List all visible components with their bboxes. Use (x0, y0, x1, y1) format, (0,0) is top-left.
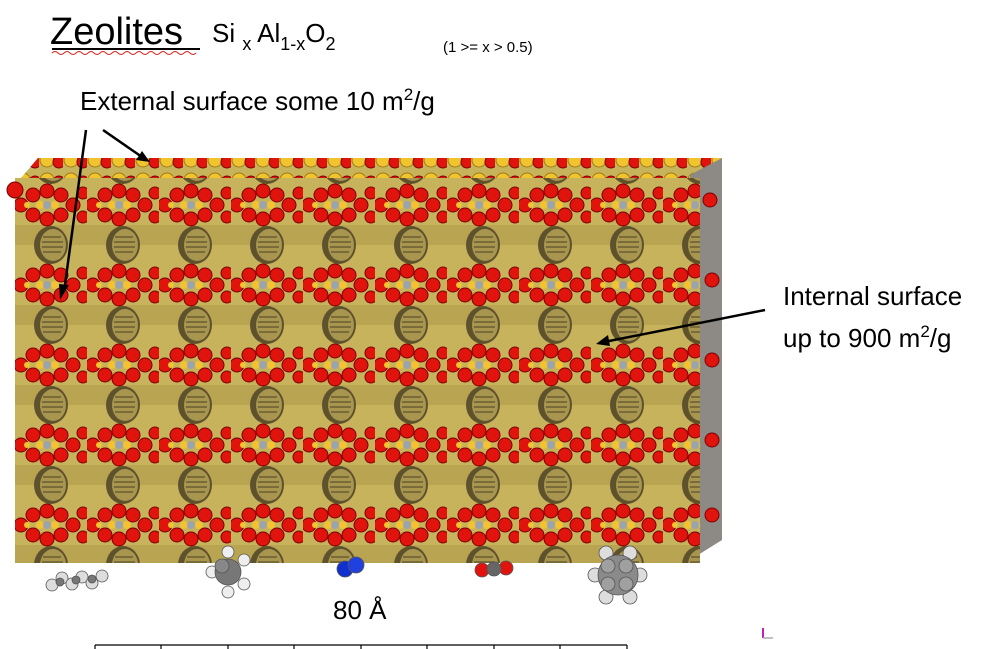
slide: Zeolites Si x Al1-xO2 (1 >= x > 0.5) Ext… (0, 0, 1005, 649)
formula-al-sub: 1-x (280, 34, 305, 54)
external-text: External surface some 10 m (80, 86, 404, 116)
page: {"title": "Zeolites", "formula": {"si": … (0, 0, 1005, 649)
internal-sup: 2 (920, 322, 929, 341)
condition: (1 >= x > 0.5) (443, 39, 533, 56)
internal-line2: up to 900 m2/g (783, 322, 951, 353)
external-label: External surface some 10 m2/g (80, 85, 435, 116)
external-unit: /g (413, 86, 435, 116)
internal-line1: Internal surface (783, 281, 962, 311)
external-sup: 2 (404, 85, 413, 104)
internal-text: up to 900 m (783, 323, 920, 353)
body: Zeolites Si x Al1-xO2 (1 >= x > 0.5) Ext… (0, 0, 1005, 649)
scale-bar (95, 645, 627, 649)
formula-o: O (305, 18, 325, 48)
scale-label: 80 Å (333, 595, 387, 625)
title: Zeolites (50, 11, 183, 53)
formula: Si x Al1-xO2 (212, 18, 336, 56)
zeolite-structure (15, 178, 700, 563)
formula-o-sub: 2 (326, 34, 336, 54)
formula-al: Al (257, 18, 280, 48)
axis-gizmo (763, 628, 773, 638)
formula-si: Si (212, 18, 235, 48)
internal-unit: /g (930, 323, 952, 353)
formula-si-sub: x (242, 34, 251, 54)
